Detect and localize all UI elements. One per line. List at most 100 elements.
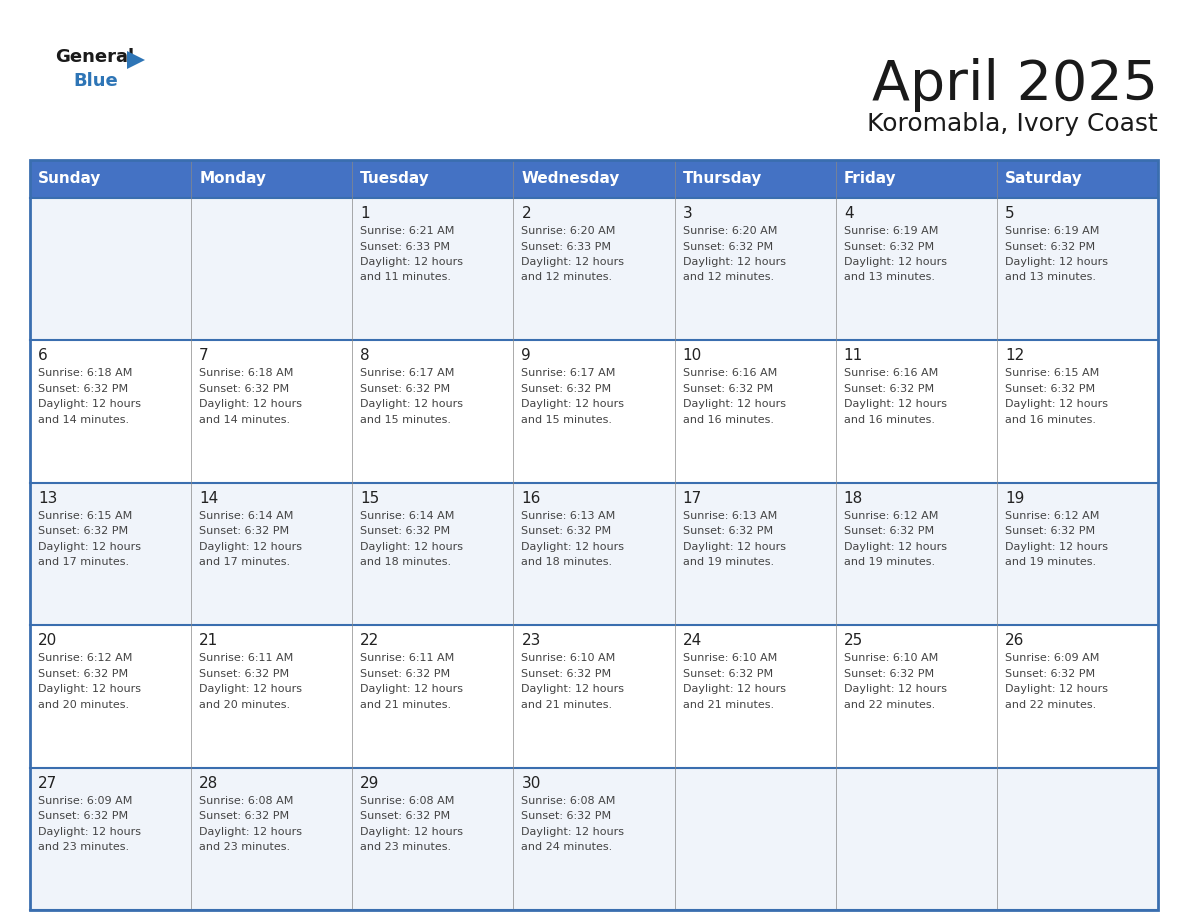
Text: 7: 7 xyxy=(200,349,209,364)
Text: Blue: Blue xyxy=(72,72,118,90)
Text: Daylight: 12 hours: Daylight: 12 hours xyxy=(1005,257,1108,267)
Bar xyxy=(30,625,1158,767)
Text: April 2025: April 2025 xyxy=(872,58,1158,112)
Text: 28: 28 xyxy=(200,776,219,790)
Text: and 15 minutes.: and 15 minutes. xyxy=(360,415,451,425)
Text: Sunset: 6:32 PM: Sunset: 6:32 PM xyxy=(38,526,128,536)
Text: Sunrise: 6:15 AM: Sunrise: 6:15 AM xyxy=(1005,368,1099,378)
Text: Daylight: 12 hours: Daylight: 12 hours xyxy=(843,542,947,552)
Bar xyxy=(30,767,1158,910)
Text: Daylight: 12 hours: Daylight: 12 hours xyxy=(360,826,463,836)
Text: Sunset: 6:32 PM: Sunset: 6:32 PM xyxy=(683,384,772,394)
Text: Daylight: 12 hours: Daylight: 12 hours xyxy=(360,399,463,409)
Text: Daylight: 12 hours: Daylight: 12 hours xyxy=(522,399,625,409)
Text: Daylight: 12 hours: Daylight: 12 hours xyxy=(360,542,463,552)
Text: 16: 16 xyxy=(522,491,541,506)
Text: Sunset: 6:32 PM: Sunset: 6:32 PM xyxy=(360,812,450,821)
Text: 18: 18 xyxy=(843,491,862,506)
Text: Wednesday: Wednesday xyxy=(522,172,620,186)
Text: and 23 minutes.: and 23 minutes. xyxy=(360,842,451,852)
Text: Sunset: 6:32 PM: Sunset: 6:32 PM xyxy=(200,384,290,394)
Text: 17: 17 xyxy=(683,491,702,506)
Text: Sunset: 6:32 PM: Sunset: 6:32 PM xyxy=(38,384,128,394)
Text: and 22 minutes.: and 22 minutes. xyxy=(843,700,935,710)
Text: Sunrise: 6:14 AM: Sunrise: 6:14 AM xyxy=(360,510,455,521)
Text: and 22 minutes.: and 22 minutes. xyxy=(1005,700,1097,710)
Text: Sunrise: 6:15 AM: Sunrise: 6:15 AM xyxy=(38,510,132,521)
Text: and 23 minutes.: and 23 minutes. xyxy=(38,842,129,852)
Text: 14: 14 xyxy=(200,491,219,506)
Text: and 19 minutes.: and 19 minutes. xyxy=(683,557,773,567)
Text: Daylight: 12 hours: Daylight: 12 hours xyxy=(200,399,302,409)
Text: Tuesday: Tuesday xyxy=(360,172,430,186)
Text: 5: 5 xyxy=(1005,206,1015,221)
Text: Sunrise: 6:12 AM: Sunrise: 6:12 AM xyxy=(843,510,939,521)
Text: Sunset: 6:32 PM: Sunset: 6:32 PM xyxy=(38,812,128,821)
Text: Daylight: 12 hours: Daylight: 12 hours xyxy=(843,684,947,694)
Text: Thursday: Thursday xyxy=(683,172,762,186)
Text: 13: 13 xyxy=(38,491,57,506)
Text: Sunset: 6:32 PM: Sunset: 6:32 PM xyxy=(1005,526,1095,536)
Text: and 23 minutes.: and 23 minutes. xyxy=(200,842,290,852)
Text: Sunset: 6:32 PM: Sunset: 6:32 PM xyxy=(683,241,772,252)
Text: Daylight: 12 hours: Daylight: 12 hours xyxy=(360,684,463,694)
Text: 29: 29 xyxy=(360,776,380,790)
Text: Sunset: 6:32 PM: Sunset: 6:32 PM xyxy=(843,526,934,536)
Text: Sunset: 6:32 PM: Sunset: 6:32 PM xyxy=(360,526,450,536)
Text: and 16 minutes.: and 16 minutes. xyxy=(683,415,773,425)
Text: Friday: Friday xyxy=(843,172,897,186)
Text: Daylight: 12 hours: Daylight: 12 hours xyxy=(1005,684,1108,694)
Text: Daylight: 12 hours: Daylight: 12 hours xyxy=(360,257,463,267)
Text: 22: 22 xyxy=(360,633,380,648)
Text: Daylight: 12 hours: Daylight: 12 hours xyxy=(522,684,625,694)
Text: Sunday: Sunday xyxy=(38,172,101,186)
Text: 30: 30 xyxy=(522,776,541,790)
Text: and 20 minutes.: and 20 minutes. xyxy=(200,700,290,710)
Bar xyxy=(30,160,1158,198)
Text: and 19 minutes.: and 19 minutes. xyxy=(843,557,935,567)
Text: and 16 minutes.: and 16 minutes. xyxy=(1005,415,1095,425)
Text: Sunrise: 6:08 AM: Sunrise: 6:08 AM xyxy=(360,796,455,806)
Text: and 12 minutes.: and 12 minutes. xyxy=(522,273,613,283)
Text: Sunset: 6:32 PM: Sunset: 6:32 PM xyxy=(843,668,934,678)
Text: Sunrise: 6:12 AM: Sunrise: 6:12 AM xyxy=(38,654,132,663)
Text: Sunset: 6:32 PM: Sunset: 6:32 PM xyxy=(1005,384,1095,394)
Text: Sunset: 6:32 PM: Sunset: 6:32 PM xyxy=(1005,668,1095,678)
Text: 10: 10 xyxy=(683,349,702,364)
Text: Sunrise: 6:14 AM: Sunrise: 6:14 AM xyxy=(200,510,293,521)
Text: Sunrise: 6:19 AM: Sunrise: 6:19 AM xyxy=(1005,226,1099,236)
Text: 12: 12 xyxy=(1005,349,1024,364)
Text: Sunrise: 6:17 AM: Sunrise: 6:17 AM xyxy=(522,368,615,378)
Text: Sunset: 6:32 PM: Sunset: 6:32 PM xyxy=(200,812,290,821)
Text: 2: 2 xyxy=(522,206,531,221)
Text: 25: 25 xyxy=(843,633,862,648)
Bar xyxy=(30,341,1158,483)
Text: 26: 26 xyxy=(1005,633,1024,648)
Text: Daylight: 12 hours: Daylight: 12 hours xyxy=(38,684,141,694)
Text: and 14 minutes.: and 14 minutes. xyxy=(200,415,290,425)
Text: Sunrise: 6:09 AM: Sunrise: 6:09 AM xyxy=(1005,654,1099,663)
Text: General: General xyxy=(55,48,134,66)
Text: 23: 23 xyxy=(522,633,541,648)
Text: Sunset: 6:32 PM: Sunset: 6:32 PM xyxy=(683,526,772,536)
Text: 1: 1 xyxy=(360,206,369,221)
Text: Sunrise: 6:08 AM: Sunrise: 6:08 AM xyxy=(200,796,293,806)
Text: 19: 19 xyxy=(1005,491,1024,506)
Text: and 12 minutes.: and 12 minutes. xyxy=(683,273,773,283)
Text: Sunrise: 6:16 AM: Sunrise: 6:16 AM xyxy=(843,368,939,378)
Text: Daylight: 12 hours: Daylight: 12 hours xyxy=(200,826,302,836)
Text: Daylight: 12 hours: Daylight: 12 hours xyxy=(683,257,785,267)
Bar xyxy=(30,483,1158,625)
Text: Sunset: 6:32 PM: Sunset: 6:32 PM xyxy=(200,526,290,536)
Text: and 21 minutes.: and 21 minutes. xyxy=(522,700,613,710)
Text: Daylight: 12 hours: Daylight: 12 hours xyxy=(683,684,785,694)
Text: and 19 minutes.: and 19 minutes. xyxy=(1005,557,1097,567)
Text: and 16 minutes.: and 16 minutes. xyxy=(843,415,935,425)
Text: 3: 3 xyxy=(683,206,693,221)
Text: Daylight: 12 hours: Daylight: 12 hours xyxy=(1005,399,1108,409)
Text: Sunset: 6:32 PM: Sunset: 6:32 PM xyxy=(522,812,612,821)
Text: Daylight: 12 hours: Daylight: 12 hours xyxy=(200,684,302,694)
Text: Sunrise: 6:12 AM: Sunrise: 6:12 AM xyxy=(1005,510,1099,521)
Text: 24: 24 xyxy=(683,633,702,648)
Text: and 21 minutes.: and 21 minutes. xyxy=(683,700,773,710)
